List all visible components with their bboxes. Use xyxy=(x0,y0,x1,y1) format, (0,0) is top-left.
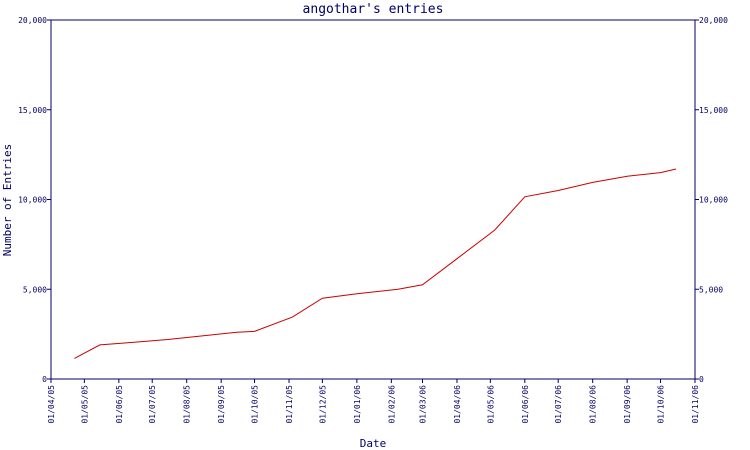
y-axis-label: Number of Entries xyxy=(1,144,14,257)
x-tick-label: 01/04/05 xyxy=(47,385,56,424)
x-tick-label: 01/11/05 xyxy=(285,385,294,424)
y-tick-label-left: 20,000 xyxy=(18,16,47,25)
y-tick-label-right: 5,000 xyxy=(699,285,723,294)
x-axis: 01/04/05 01/05/05 01/06/05 01/07/05 01/08/05… xyxy=(47,379,700,424)
x-tick-label: 01/10/05 xyxy=(251,385,260,424)
x-tick-label: 01/07/06 xyxy=(554,385,563,424)
x-axis-label: Date xyxy=(360,437,387,450)
x-tick-label: 01/10/06 xyxy=(657,385,666,424)
y-tick-label-right: 0 xyxy=(699,375,704,384)
chart-title: angothar's entries xyxy=(303,2,444,17)
x-tick-label: 01/08/06 xyxy=(589,385,598,424)
y-tick-label-right: 10,000 xyxy=(699,196,728,205)
x-tick-label: 01/09/06 xyxy=(623,385,632,424)
y-tick-label-left: 15,000 xyxy=(18,106,47,115)
y-tick-label-left: 5,000 xyxy=(23,285,47,294)
x-tick-label: 01/02/06 xyxy=(387,385,396,424)
plot-frame xyxy=(50,19,696,380)
x-tick-label: 01/06/05 xyxy=(115,385,124,424)
x-tick-label: 01/05/05 xyxy=(80,385,89,424)
x-tick-label: 01/07/05 xyxy=(148,385,157,424)
x-tick-label: 01/01/06 xyxy=(353,385,362,424)
y-tick-label-left: 10,000 xyxy=(18,196,47,205)
x-tick-label: 01/11/06 xyxy=(691,385,700,424)
series-line xyxy=(74,168,677,359)
y-axis-right: 0 5,000 10,000 15,000 20,000 xyxy=(695,16,728,384)
y-tick-label-right: 20,000 xyxy=(699,16,728,25)
y-tick-label-left: 0 xyxy=(42,375,47,384)
x-tick-label: 01/12/05 xyxy=(318,385,327,424)
x-tick-label: 01/08/05 xyxy=(183,385,192,424)
x-tick-label: 01/04/06 xyxy=(453,385,462,424)
y-axis-left: 0 5,000 10,000 15,000 20,000 xyxy=(18,16,51,384)
x-tick-label: 01/05/06 xyxy=(486,385,495,424)
x-tick-label: 01/06/06 xyxy=(521,385,530,424)
x-tick-label: 01/09/05 xyxy=(217,385,226,424)
x-tick-label: 01/03/06 xyxy=(418,385,427,424)
y-tick-label-right: 15,000 xyxy=(699,106,728,115)
